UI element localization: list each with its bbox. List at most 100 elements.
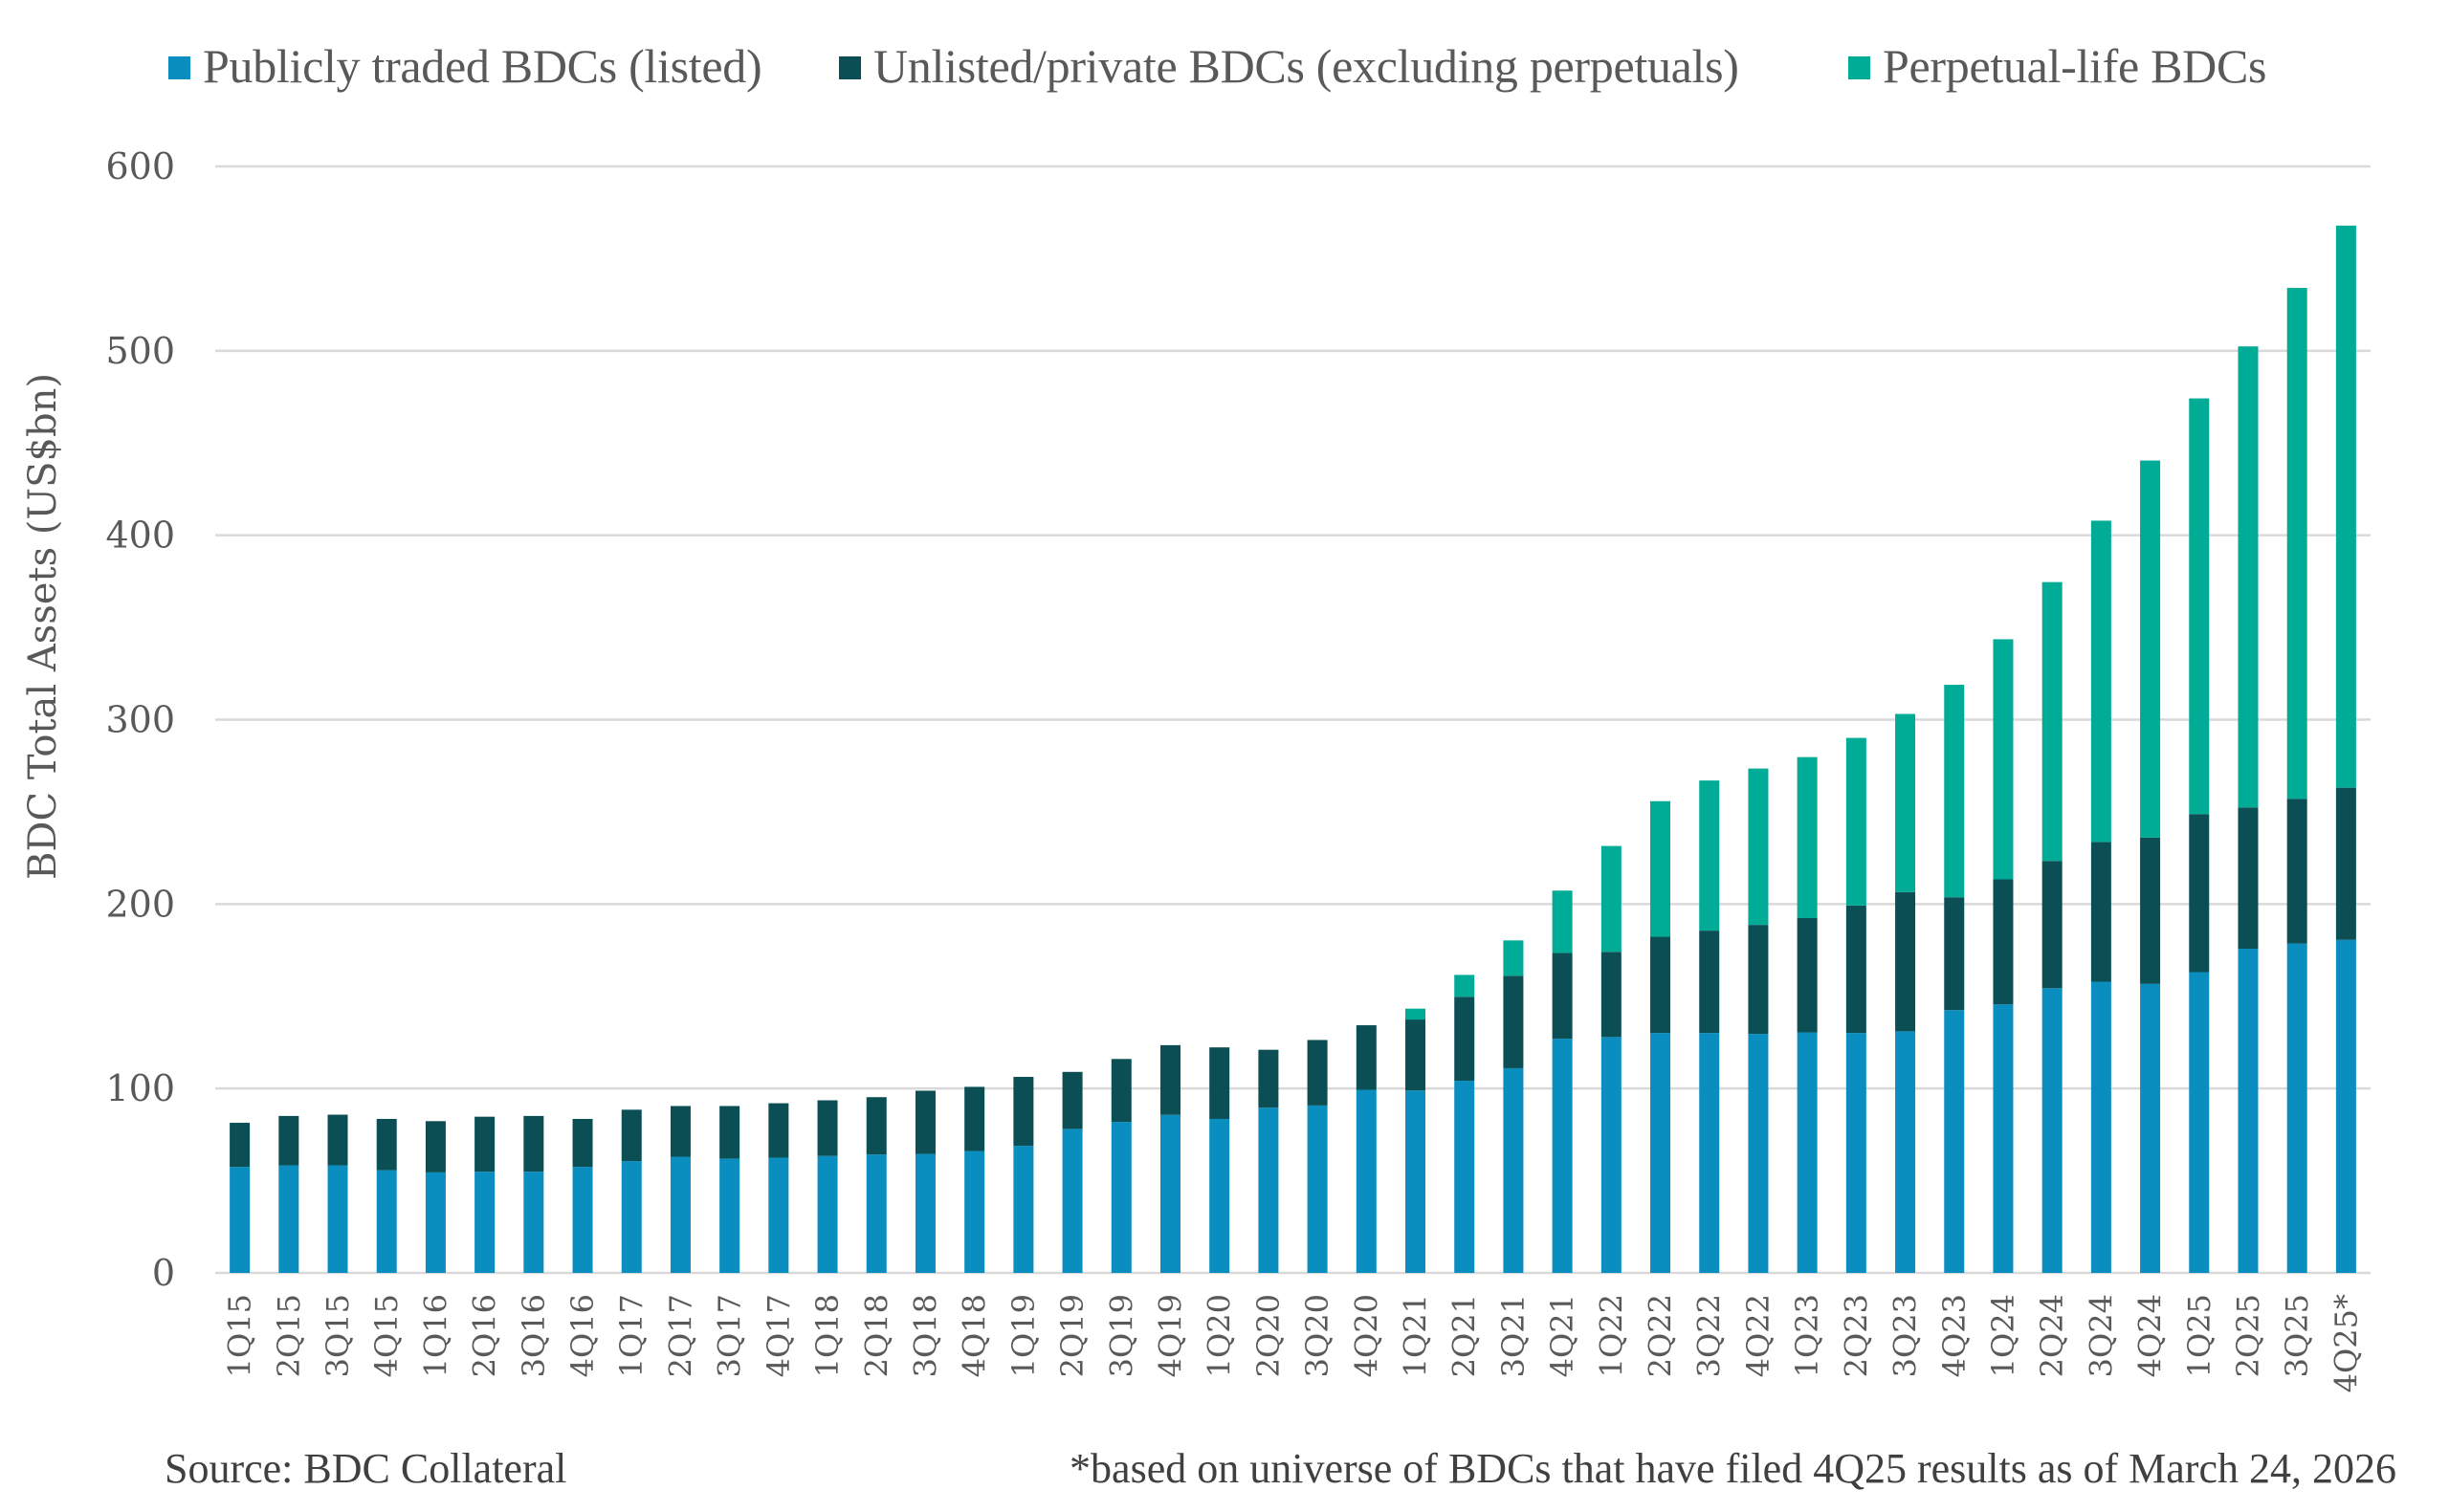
bar-segment-unlisted xyxy=(1650,936,1671,1034)
bar-stack xyxy=(327,1114,348,1273)
legend-label-unlisted: Unlisted/private BDCs (excluding perpetu… xyxy=(873,39,1739,93)
bar-stack xyxy=(1895,713,1916,1273)
x-axis-ticks: 1Q15 2Q15 3Q15 4Q15 1Q16 2Q16 3Q16 4Q16 1Q17 2Q17… xyxy=(222,1294,2365,1392)
x-tick-label: 4Q19 xyxy=(1152,1294,1188,1377)
bar-segment-listed xyxy=(768,1157,789,1273)
bar-segment-perpetual xyxy=(1895,713,1916,892)
bar-stack xyxy=(2189,398,2210,1273)
x-tick-label: 1Q22 xyxy=(1593,1294,1629,1377)
bar-segment-unlisted xyxy=(768,1103,789,1158)
bar-segment-listed xyxy=(2189,972,2210,1273)
bar-stack xyxy=(1552,890,1573,1273)
bar-stack xyxy=(1454,975,1475,1273)
bar-stack xyxy=(670,1106,691,1273)
bar-segment-listed xyxy=(1552,1039,1573,1273)
bar-segment-unlisted xyxy=(2238,807,2259,949)
x-tick-label: 2Q19 xyxy=(1054,1294,1091,1377)
bar-segment-listed xyxy=(278,1165,299,1273)
bar-segment-unlisted xyxy=(425,1121,446,1172)
x-tick-label: 3Q24 xyxy=(2083,1294,2119,1377)
bar-segment-unlisted xyxy=(1699,931,1720,1034)
x-tick-label: 3Q21 xyxy=(1495,1294,1532,1377)
bar-stack xyxy=(1013,1077,1034,1273)
bar-stack xyxy=(719,1106,740,1273)
bar-stack xyxy=(1209,1047,1230,1273)
bar-segment-perpetual xyxy=(2041,581,2063,862)
bar-segment-listed xyxy=(2041,988,2063,1273)
bar-segment-unlisted xyxy=(376,1118,397,1171)
bar-segment-perpetual xyxy=(2189,398,2210,815)
bar-segment-unlisted xyxy=(1111,1059,1132,1123)
bar-segment-listed xyxy=(1600,1037,1622,1273)
bar-stack xyxy=(1944,685,1965,1273)
x-tick-label: 4Q22 xyxy=(1740,1294,1776,1377)
x-tick-label: 1Q20 xyxy=(1202,1294,1238,1377)
bar-segment-unlisted xyxy=(1405,1019,1426,1091)
bar-stack xyxy=(572,1118,593,1273)
bar-segment-perpetual xyxy=(2140,460,2161,838)
bar-segment-perpetual xyxy=(1993,639,2014,880)
bar-segment-listed xyxy=(1993,1004,2014,1273)
bar-segment-unlisted xyxy=(1356,1025,1377,1090)
bar-segment-perpetual xyxy=(1405,1008,1426,1020)
bar-segment-listed xyxy=(572,1167,593,1273)
bar-segment-listed xyxy=(2140,983,2161,1273)
bar-segment-listed xyxy=(866,1154,887,1273)
bar-stack xyxy=(2286,288,2307,1273)
x-tick-label: 4Q18 xyxy=(957,1294,993,1377)
bar-segment-perpetual xyxy=(2090,520,2111,843)
bar-segment-perpetual xyxy=(1454,975,1475,997)
bar-segment-listed xyxy=(915,1153,936,1273)
x-tick-label: 4Q20 xyxy=(1348,1294,1384,1377)
bar-segment-listed xyxy=(1845,1033,1866,1273)
bars xyxy=(230,225,2356,1273)
bar-segment-unlisted xyxy=(817,1100,838,1156)
y-tick-label: 400 xyxy=(105,515,175,557)
y-tick-label: 500 xyxy=(105,330,175,372)
x-tick-label: 1Q25 xyxy=(2181,1294,2217,1377)
x-tick-label: 4Q25* xyxy=(2328,1294,2364,1392)
bar-segment-listed xyxy=(2090,981,2111,1273)
bar-segment-perpetual xyxy=(2238,346,2259,808)
y-axis-label: BDC Total Assets (US$bn) xyxy=(21,373,65,880)
y-tick-label: 100 xyxy=(105,1067,175,1109)
bar-stack xyxy=(425,1121,446,1273)
bar-segment-perpetual xyxy=(1600,845,1622,953)
bar-segment-unlisted xyxy=(1552,953,1573,1040)
bar-stack xyxy=(1993,639,2014,1273)
bar-stack xyxy=(1797,756,1818,1273)
bar-segment-perpetual xyxy=(2286,288,2307,800)
x-tick-label: 3Q22 xyxy=(1691,1294,1728,1377)
x-tick-label: 1Q18 xyxy=(809,1294,846,1377)
bar-segment-listed xyxy=(1111,1122,1132,1273)
legend-item-unlisted: Unlisted/private BDCs (excluding perpetu… xyxy=(839,38,1739,94)
bar-segment-listed xyxy=(1895,1031,1916,1273)
bar-segment-listed xyxy=(1307,1105,1328,1273)
bar-stack xyxy=(2335,225,2356,1273)
bar-segment-perpetual xyxy=(1944,685,1965,898)
bar-segment-unlisted xyxy=(1159,1044,1180,1115)
x-tick-label: 3Q15 xyxy=(320,1294,356,1377)
bar-stack xyxy=(915,1090,936,1273)
bar-segment-perpetual xyxy=(1650,800,1671,937)
bar-stack xyxy=(1159,1044,1180,1273)
bar-stack xyxy=(1062,1071,1083,1273)
bar-segment-listed xyxy=(1503,1067,1524,1273)
bar-stack xyxy=(230,1123,251,1273)
bar-stack xyxy=(1650,800,1671,1273)
bar-segment-unlisted xyxy=(866,1097,887,1155)
bar-segment-unlisted xyxy=(572,1118,593,1168)
bar-stack xyxy=(866,1097,887,1273)
bar-stack xyxy=(768,1103,789,1273)
bar-segment-unlisted xyxy=(915,1090,936,1154)
bar-segment-listed xyxy=(1209,1118,1230,1273)
bar-segment-listed xyxy=(621,1161,642,1273)
x-tick-label: 3Q20 xyxy=(1299,1294,1335,1377)
x-tick-label: 3Q25 xyxy=(2279,1294,2315,1377)
bar-segment-listed xyxy=(2286,943,2307,1273)
x-tick-label: 3Q16 xyxy=(516,1294,552,1377)
bar-segment-unlisted xyxy=(1013,1077,1034,1147)
bar-stack xyxy=(278,1115,299,1273)
bar-segment-listed xyxy=(1699,1033,1720,1273)
